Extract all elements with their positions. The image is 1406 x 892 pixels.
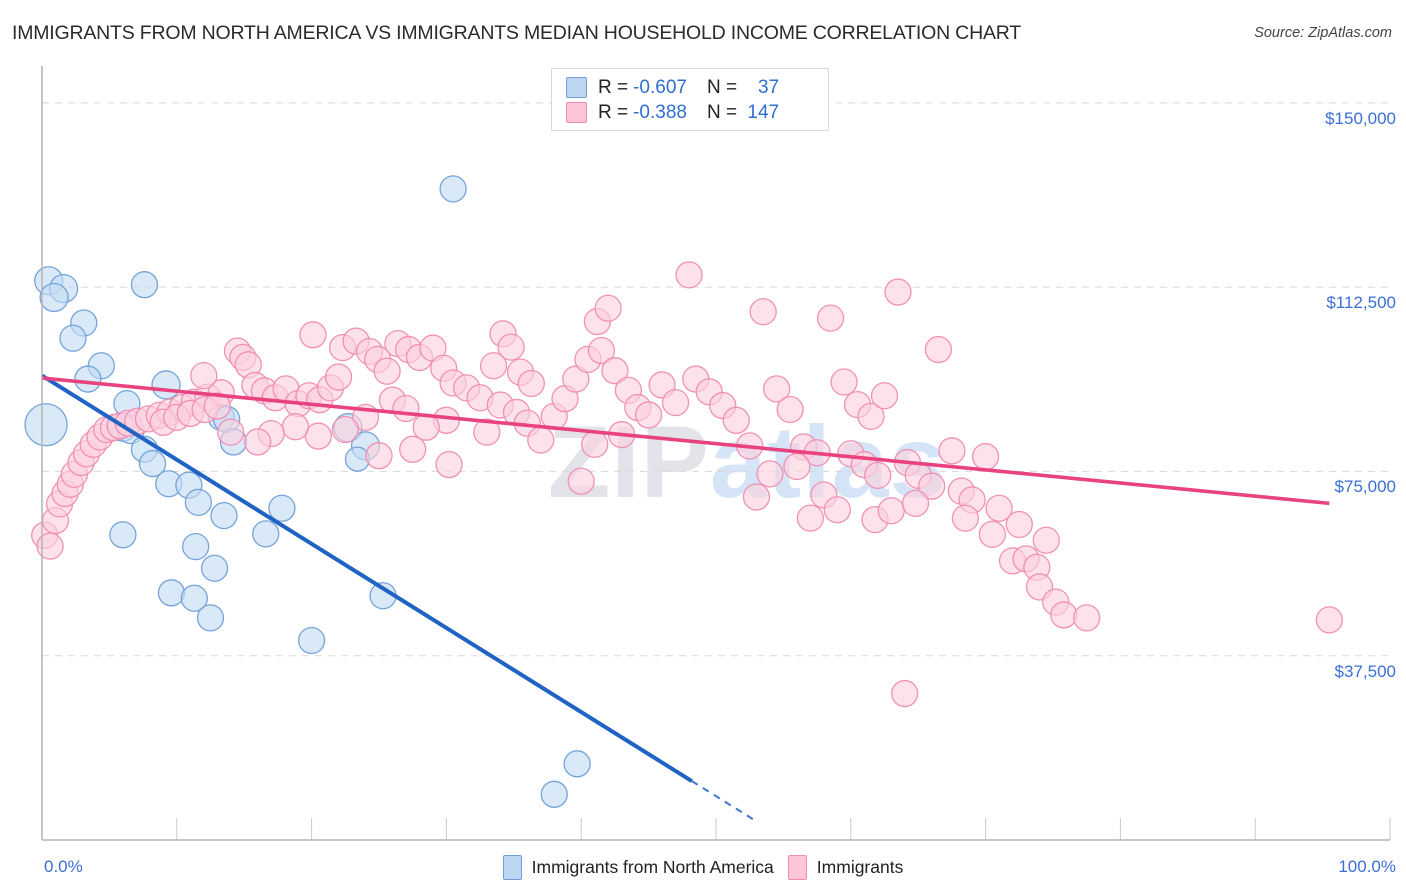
axis-ticks [41,818,1391,840]
series-swatch-pink [787,855,807,880]
y-tick-37500: $37,500 [1334,661,1396,681]
page-title: IMMIGRANTS FROM NORTH AMERICA VS IMMIGRA… [12,22,1021,44]
stats-legend-row-blue: R = -0.607 N = 37 [566,75,818,100]
y-axis-title: Median Household Income [0,349,4,547]
legend-swatch-blue [566,77,587,98]
n-label-pink: N = [706,101,738,123]
x-tick-max: 100.0% [1338,857,1396,876]
y-tick-75000: $75,000 [1334,477,1396,497]
x-tick-min: 0.0% [44,857,83,876]
r-label-pink: R = [598,101,629,123]
series-swatch-blue [502,855,522,880]
y-tick-150000: $150,000 [1325,108,1396,128]
r-value-pink: -0.388 [633,101,687,123]
n-value-pink: 147 [747,101,780,123]
trend-lines [40,373,1330,823]
series-label-immigrants: Immigrants [816,857,904,877]
n-label-blue: N = [706,76,738,98]
series-label-north-america: Immigrants from North America [531,857,774,877]
series-legend: Immigrants from North America Immigrants [0,855,1406,880]
legend-swatch-pink [566,102,587,123]
n-value-blue: 37 [757,76,780,98]
r-label-blue: R = [598,76,629,98]
grid-lines [42,102,1390,657]
source-label: Source: ZipAtlas.com [1254,25,1392,41]
r-value-blue: -0.607 [633,76,687,98]
stats-legend-row-pink: R = -0.388 N = 147 [566,100,818,125]
series-legend-item-immigrants[interactable]: Immigrants [787,855,904,880]
axis-lines [41,66,1390,841]
stats-legend: R = -0.607 N = 37 R = -0.388 N = 147 [551,68,829,131]
y-tick-112500: $112,500 [1326,293,1396,313]
scatter-points [24,175,1343,808]
series-legend-item-north-america[interactable]: Immigrants from North America [502,855,774,880]
